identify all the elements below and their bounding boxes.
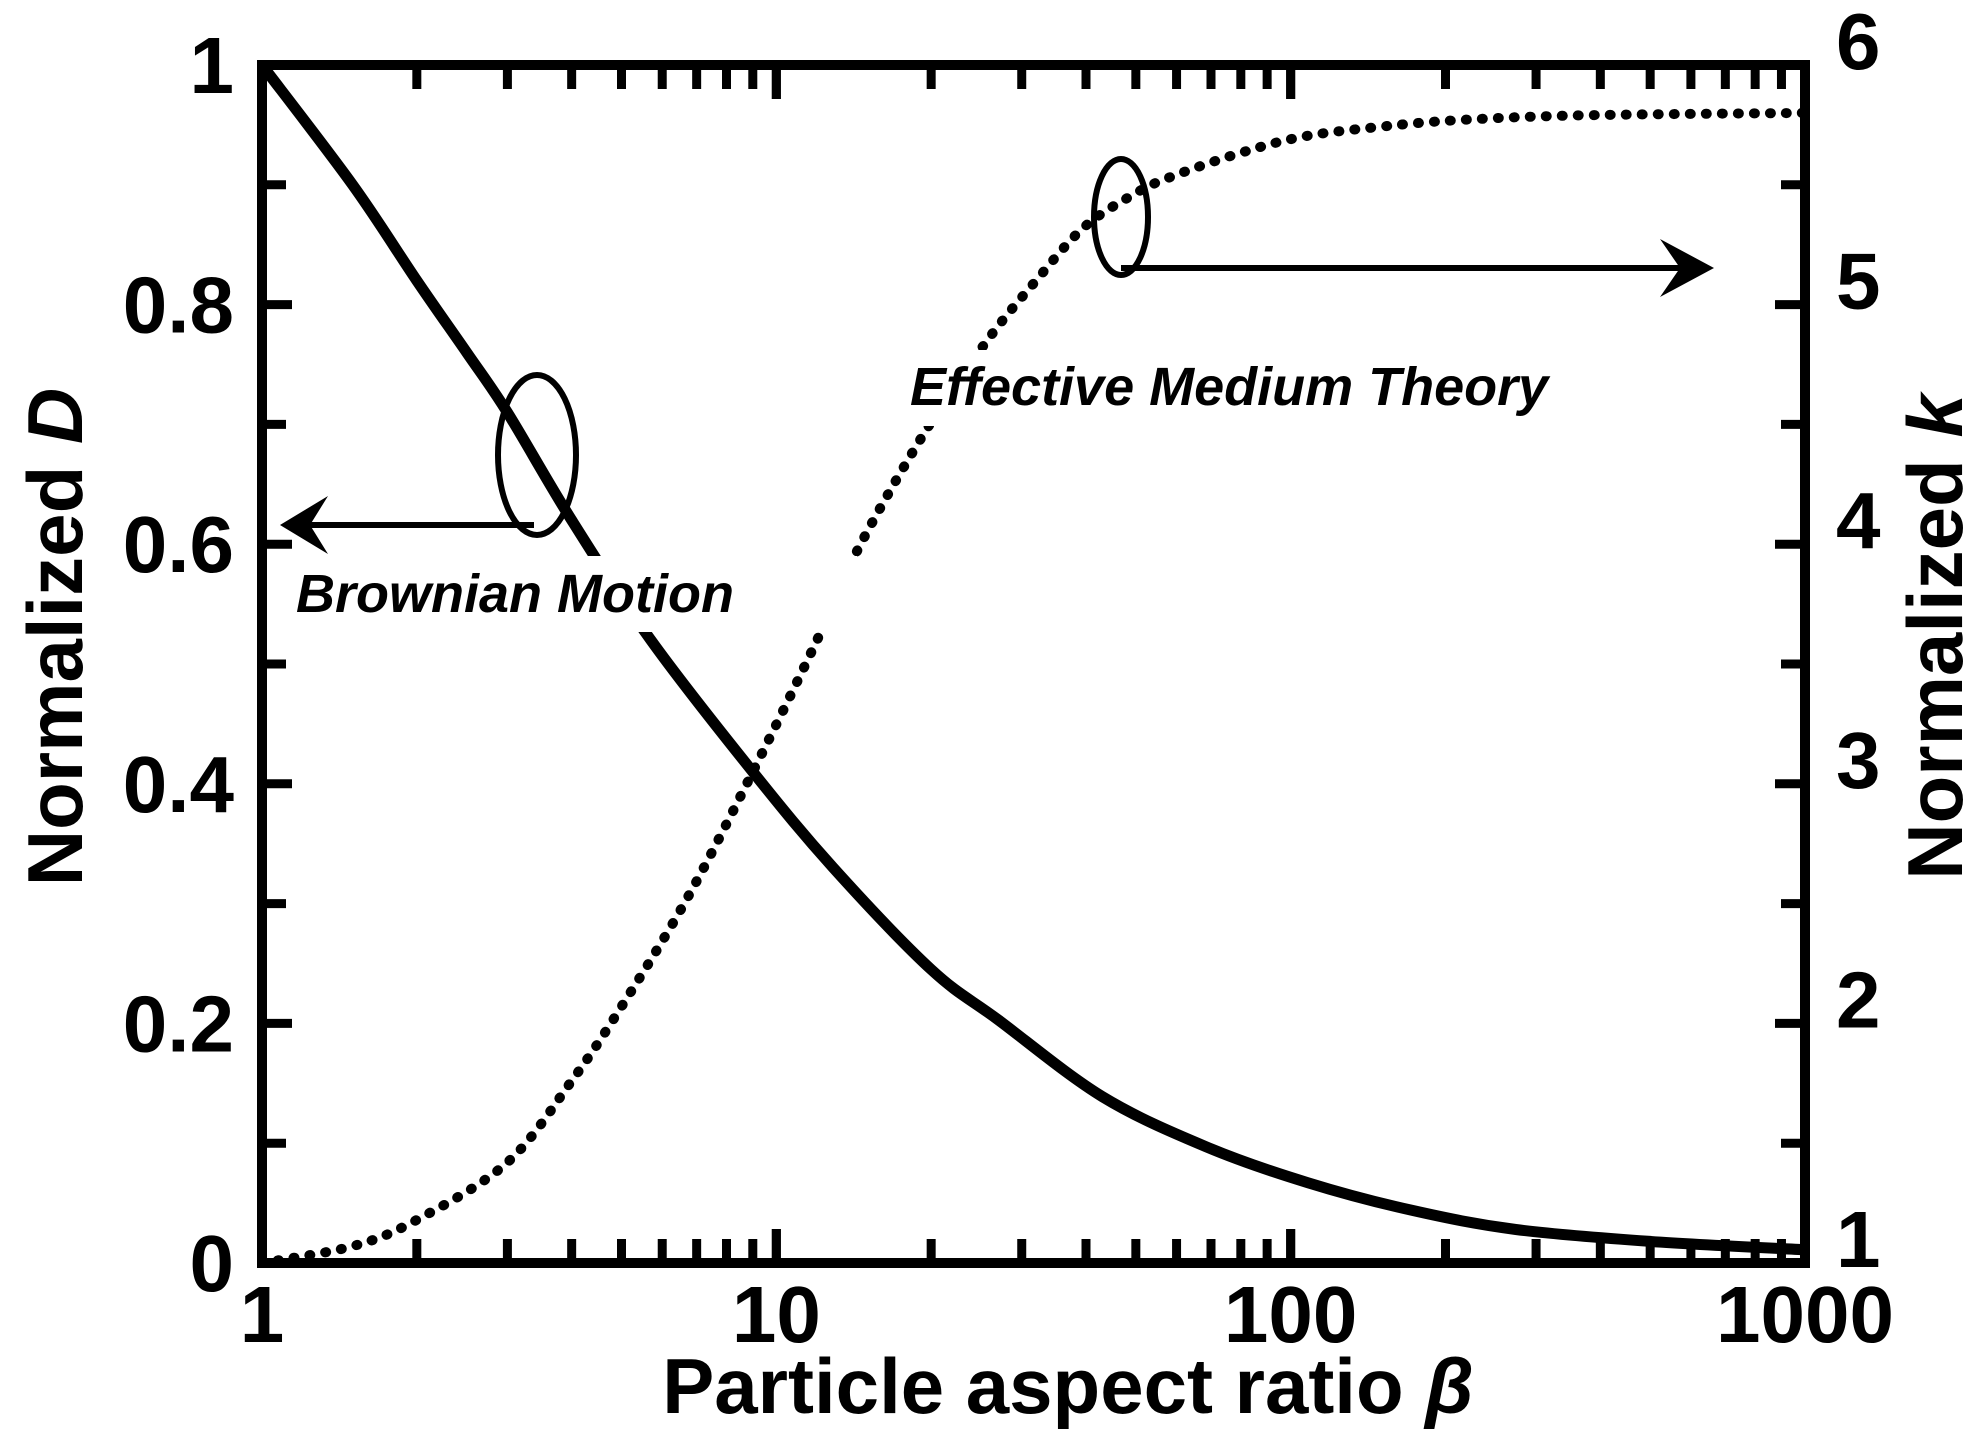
emt-annotation: Effective Medium Theory (910, 156, 1714, 417)
left-y-tick-label: 0.6 (123, 500, 234, 589)
right-y-tick-label: 3 (1836, 716, 1881, 805)
x-axis-title: Particle aspect ratio β (662, 1342, 1473, 1430)
x-tick-label: 1 (240, 1270, 285, 1359)
right-y-axis-title: Normalized k (1891, 391, 1979, 880)
brownian-motion-label: Brownian Motion (296, 564, 734, 624)
x-tick-label: 1000 (1716, 1270, 1894, 1359)
tick-labels: 1 10 100 1000 0 0.2 0.4 0.6 0.8 1 1 2 3 4 5 6 (123, 0, 1894, 1359)
x-tick-label: 10 (732, 1270, 821, 1359)
brownian-annotation: Brownian Motion (280, 372, 734, 624)
x-tick-label: 100 (1224, 1270, 1357, 1359)
left-y-tick-label: 1 (190, 21, 235, 110)
emt-ellipse-marker (1091, 156, 1151, 278)
right-arrow-icon (1660, 239, 1714, 297)
left-y-axis-title: Normalized D (11, 388, 99, 886)
axis-ticks (257, 60, 1810, 1268)
left-arrow-icon (280, 496, 328, 554)
effective-medium-theory-label: Effective Medium Theory (910, 357, 1551, 417)
plot-curves (257, 61, 1810, 1268)
brownian-ellipse-marker (495, 372, 579, 538)
label-mask (292, 556, 857, 632)
label-mask (906, 350, 1726, 426)
brownian-motion-curve (257, 61, 1806, 1256)
right-y-tick-label: 6 (1836, 0, 1881, 86)
left-y-tick-label: 0 (190, 1219, 235, 1308)
left-y-tick-label: 0.4 (123, 740, 235, 829)
right-y-tick-label: 4 (1836, 476, 1881, 565)
right-y-tick-label: 5 (1836, 237, 1881, 326)
right-y-tick-label: 2 (1836, 955, 1881, 1044)
left-y-tick-label: 0.2 (123, 979, 234, 1068)
right-y-tick-label: 1 (1836, 1195, 1881, 1284)
plot-frame (257, 60, 1810, 1268)
effective-medium-theory-curve (257, 107, 1810, 1268)
left-y-tick-label: 0.8 (123, 261, 234, 350)
